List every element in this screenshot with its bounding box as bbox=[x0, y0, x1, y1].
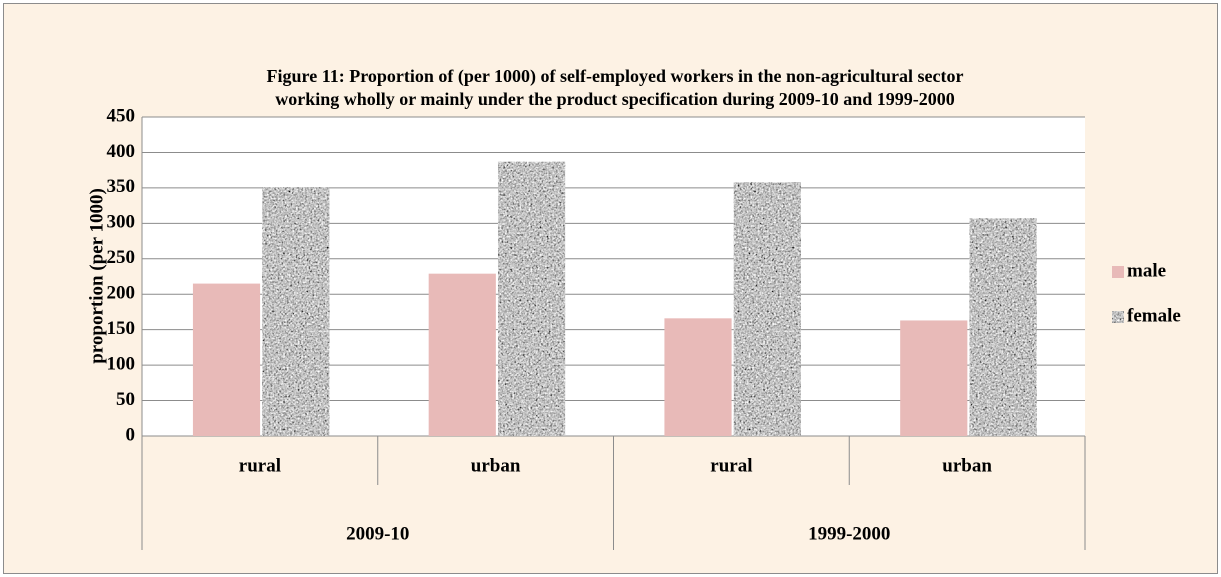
y-tick-label: 350 bbox=[107, 176, 136, 197]
y-tick-label: 250 bbox=[107, 247, 136, 268]
y-tick-label: 50 bbox=[116, 389, 135, 410]
bar bbox=[733, 182, 801, 436]
y-tick-label: 450 bbox=[107, 105, 136, 126]
legend-swatch bbox=[1112, 311, 1124, 323]
chart-title: Figure 11: Proportion of (per 1000) of s… bbox=[267, 66, 964, 87]
x-tick-label: rural bbox=[710, 455, 752, 476]
bar bbox=[900, 320, 968, 436]
y-axis-title: proportion (per 1000) bbox=[86, 188, 107, 364]
chart-title: working wholly or mainly under the produ… bbox=[275, 89, 955, 109]
bar bbox=[664, 318, 732, 436]
group-label: 1999-2000 bbox=[808, 523, 890, 544]
bar bbox=[497, 161, 566, 436]
legend-label: female bbox=[1127, 305, 1181, 326]
y-tick-label: 200 bbox=[107, 283, 136, 304]
bar bbox=[428, 273, 496, 436]
x-tick-label: urban bbox=[471, 455, 521, 476]
y-tick-label: 300 bbox=[107, 212, 136, 233]
x-tick-label: urban bbox=[942, 455, 992, 476]
y-tick-label: 400 bbox=[107, 141, 136, 162]
y-tick-label: 150 bbox=[107, 318, 136, 339]
y-tick-label: 0 bbox=[126, 424, 136, 445]
bar bbox=[192, 283, 261, 436]
legend-label: male bbox=[1127, 260, 1166, 281]
bar bbox=[969, 218, 1037, 436]
bar bbox=[262, 187, 330, 436]
group-label: 2009-10 bbox=[346, 523, 409, 544]
legend-swatch bbox=[1112, 266, 1124, 278]
y-tick-label: 100 bbox=[107, 353, 136, 374]
x-tick-label: rural bbox=[239, 455, 281, 476]
